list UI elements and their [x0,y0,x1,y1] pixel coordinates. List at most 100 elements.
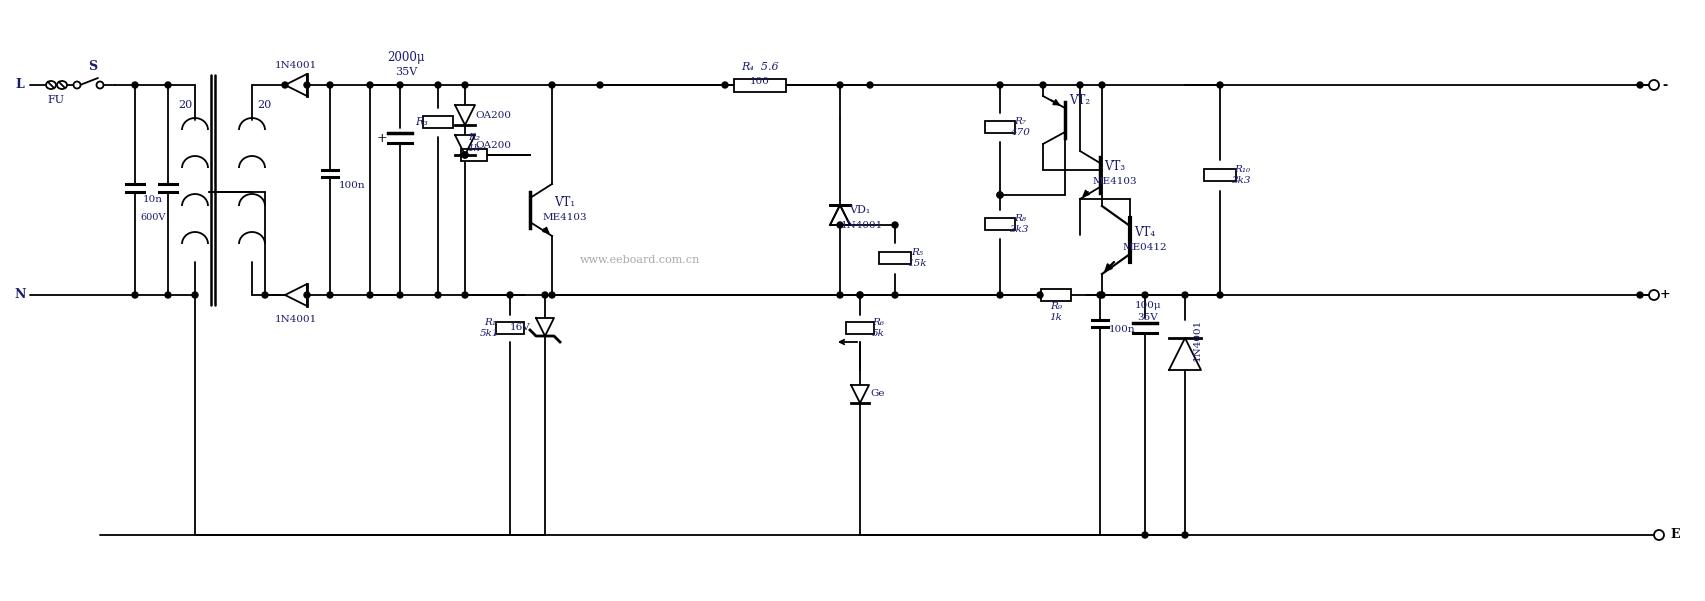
Bar [985,218,1014,230]
Polygon shape [535,318,554,336]
Text: VD₁: VD₁ [849,205,871,215]
Circle shape [549,292,556,298]
Circle shape [1142,532,1147,538]
Circle shape [1040,82,1045,88]
Text: 20: 20 [257,100,271,110]
Circle shape [397,82,402,88]
Bar [423,116,454,128]
Polygon shape [455,135,476,155]
Circle shape [1182,292,1188,298]
Circle shape [997,192,1003,198]
Polygon shape [830,205,851,225]
Text: R₉
1k: R₉ 1k [1050,302,1062,322]
Circle shape [542,292,547,298]
Text: www.eeboard.com.cn: www.eeboard.com.cn [580,255,701,265]
Text: R₁
5k1: R₁ 5k1 [481,319,500,338]
Circle shape [837,82,842,88]
Circle shape [73,82,80,88]
Text: 600V: 600V [140,213,165,222]
Circle shape [462,292,467,298]
Circle shape [997,192,1003,198]
Circle shape [435,292,442,298]
Circle shape [1217,82,1222,88]
Text: E: E [1671,528,1679,542]
Circle shape [892,292,899,298]
Text: FU: FU [48,95,65,105]
Bar [985,121,1014,133]
Bar [496,322,523,334]
Circle shape [263,292,268,298]
Text: VT₃: VT₃ [1105,160,1125,174]
Text: VT₁: VT₁ [554,195,576,209]
Bar [733,79,786,91]
Circle shape [549,82,556,88]
Circle shape [397,292,402,298]
Circle shape [165,292,170,298]
Polygon shape [455,105,476,125]
Circle shape [597,82,604,88]
Circle shape [462,152,467,158]
Circle shape [868,82,873,88]
Text: Ge: Ge [871,389,885,398]
Text: ME4103: ME4103 [1093,177,1137,186]
Circle shape [303,82,310,88]
Circle shape [1142,292,1147,298]
Text: L: L [15,79,24,91]
Bar [880,252,910,264]
Text: ME0412: ME0412 [1122,242,1168,251]
Circle shape [997,82,1003,88]
Text: 1N4001: 1N4001 [275,316,317,325]
Bar [1042,289,1071,301]
Text: OA200: OA200 [476,141,512,150]
Circle shape [1637,82,1644,88]
Polygon shape [1170,338,1200,370]
Text: 100: 100 [750,78,771,87]
Text: 1N4001: 1N4001 [275,61,317,70]
Text: S: S [89,61,97,73]
Ellipse shape [46,81,56,89]
Circle shape [1037,292,1043,298]
Circle shape [462,152,467,158]
Circle shape [367,292,373,298]
Circle shape [837,222,842,228]
Polygon shape [285,284,307,306]
Polygon shape [851,385,870,403]
Text: +: + [377,132,387,144]
Circle shape [1096,292,1103,298]
Text: 16V: 16V [510,323,530,332]
Circle shape [837,292,842,298]
Text: VT₂: VT₂ [1069,94,1091,106]
Circle shape [131,82,138,88]
Text: OA200: OA200 [476,111,512,120]
Circle shape [435,82,442,88]
Circle shape [97,82,104,88]
Circle shape [131,292,138,298]
Text: 35V: 35V [396,67,418,77]
Text: 100n: 100n [1108,326,1136,335]
Circle shape [1100,82,1105,88]
Circle shape [1078,82,1083,88]
Ellipse shape [56,81,66,89]
Bar [1204,169,1236,181]
Circle shape [1217,292,1222,298]
Circle shape [858,292,863,298]
Circle shape [1182,532,1188,538]
Text: R₁₀
3k3: R₁₀ 3k3 [1233,165,1251,185]
Circle shape [506,292,513,298]
Text: 1N4001: 1N4001 [841,221,883,230]
Circle shape [892,222,899,228]
Bar [460,149,488,161]
Text: 2000μ: 2000μ [387,52,425,64]
Circle shape [327,82,332,88]
Text: R₈
3k3: R₈ 3k3 [1011,215,1030,234]
Circle shape [1649,290,1659,300]
Text: R₂
1k: R₂ 1k [467,133,481,153]
Circle shape [1637,292,1644,298]
Circle shape [327,292,332,298]
Text: 35V: 35V [1137,313,1158,322]
Text: +: + [1659,288,1671,302]
Text: VT₄: VT₄ [1134,225,1156,239]
Circle shape [193,292,198,298]
Circle shape [1100,292,1105,298]
Circle shape [997,292,1003,298]
